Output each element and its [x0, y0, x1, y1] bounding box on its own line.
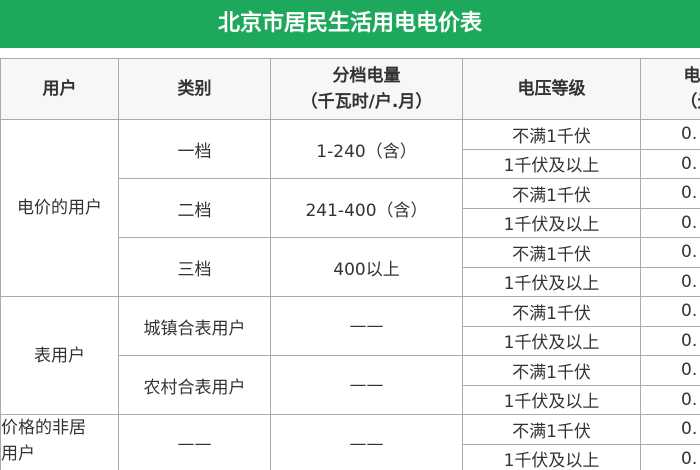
- user-cell: 表用户: [0, 296, 119, 415]
- price-cell: 0.: [640, 178, 700, 209]
- category-cell: 一档: [118, 119, 271, 179]
- table-row: 1千伏及以上 0.: [1, 207, 700, 238]
- voltage-cell: 不满1千伏: [462, 237, 641, 268]
- table-row: 表用户 城镇合表用户 —— 不满1千伏 0.: [0, 296, 700, 415]
- category-cell: 农村合表用户: [118, 355, 271, 415]
- cell-line: （元/: [680, 92, 700, 112]
- voltage-cell: 不满1千伏: [462, 296, 641, 327]
- amount-cell: 400以上: [270, 237, 463, 297]
- cell-line: 用户: [42, 79, 77, 99]
- table-row: 1千伏及以上 0.: [1, 443, 700, 470]
- header-row: 用户 类别 分档电量 （千瓦时/户.月） 电压等级 电价 （元/: [0, 58, 700, 120]
- category-cell: 三档: [118, 237, 271, 297]
- price-cell: 0.: [640, 148, 700, 179]
- user-cell: 电价的用户: [0, 119, 119, 297]
- column-header: 分档电量 （千瓦时/户.月）: [270, 58, 463, 120]
- voltage-cell: 不满1千伏: [462, 414, 641, 445]
- price-cell: 0.: [640, 414, 700, 445]
- cell-line: 用户: [1, 444, 36, 464]
- voltage-cell: 1千伏及以上: [462, 148, 641, 179]
- voltage-cell: 1千伏及以上: [462, 266, 641, 297]
- voltage-cell: 1千伏及以上: [462, 443, 641, 470]
- table-row: 三档 400以上 不满1千伏 0.: [1, 237, 700, 297]
- table-row: 价格的非居 用户 —— —— 不满1千伏 0.: [0, 414, 700, 470]
- category-cell: ——: [118, 414, 271, 470]
- cell-line: 类别: [177, 79, 212, 99]
- amount-cell: 241-400（含）: [270, 178, 463, 238]
- column-header: 类别: [118, 58, 271, 120]
- voltage-cell: 不满1千伏: [462, 355, 641, 386]
- table-row: 电价的用户 一档 1-240（含） 不满1千伏 0.: [0, 119, 700, 297]
- price-cell: 0.: [640, 207, 700, 238]
- voltage-cell: 不满1千伏: [462, 178, 641, 209]
- column-header: 用户: [0, 58, 119, 120]
- price-cell: 0.: [640, 443, 700, 470]
- cell-line: 分档电量: [332, 66, 401, 86]
- table-row: 1千伏及以上 0.: [1, 325, 700, 356]
- voltage-cell: 1千伏及以上: [462, 325, 641, 356]
- cell-line: 电价的用户: [17, 198, 102, 218]
- cell-line: 表用户: [34, 345, 85, 366]
- column-header: 电价 （元/: [640, 58, 700, 120]
- amount-cell: ——: [270, 414, 463, 470]
- price-cell: 0.: [640, 119, 700, 150]
- table-row: 1千伏及以上 0.: [1, 266, 700, 297]
- voltage-cell: 不满1千伏: [462, 119, 641, 150]
- table-row: 1千伏及以上 0.: [1, 384, 700, 415]
- amount-cell: ——: [270, 355, 463, 415]
- price-cell: 0.: [640, 237, 700, 268]
- table-body: 电价的用户 一档 1-240（含） 不满1千伏 0. 1千伏及以上 0. 二档 241-400（…: [0, 119, 700, 470]
- price-cell: 0.: [640, 325, 700, 356]
- category-cell: 二档: [118, 178, 271, 238]
- amount-cell: 1-240（含）: [270, 119, 463, 179]
- voltage-cell: 1千伏及以上: [462, 207, 641, 238]
- price-table: 用户 类别 分档电量 （千瓦时/户.月） 电压等级 电价 （元/ 电价的用户一档1-240（…: [0, 58, 700, 470]
- table-row: 1千伏及以上 0.: [1, 148, 700, 179]
- price-cell: 0.: [640, 355, 700, 386]
- price-cell: 0.: [640, 266, 700, 297]
- title: 北京市居民生活用电电价表: [0, 0, 700, 48]
- voltage-cell: 1千伏及以上: [462, 384, 641, 415]
- price-cell: 0.: [640, 296, 700, 327]
- cell-line: （千瓦时/户.月）: [300, 92, 433, 112]
- cell-line: 电价: [683, 66, 700, 86]
- user-cell: 价格的非居 用户: [0, 414, 119, 470]
- cell-line: 电压等级: [517, 79, 586, 99]
- amount-cell: ——: [270, 296, 463, 356]
- column-header: 电压等级: [462, 58, 641, 120]
- cell-line: 价格的非居: [1, 418, 87, 438]
- category-cell: 城镇合表用户: [118, 296, 271, 356]
- price-cell: 0.: [640, 384, 700, 415]
